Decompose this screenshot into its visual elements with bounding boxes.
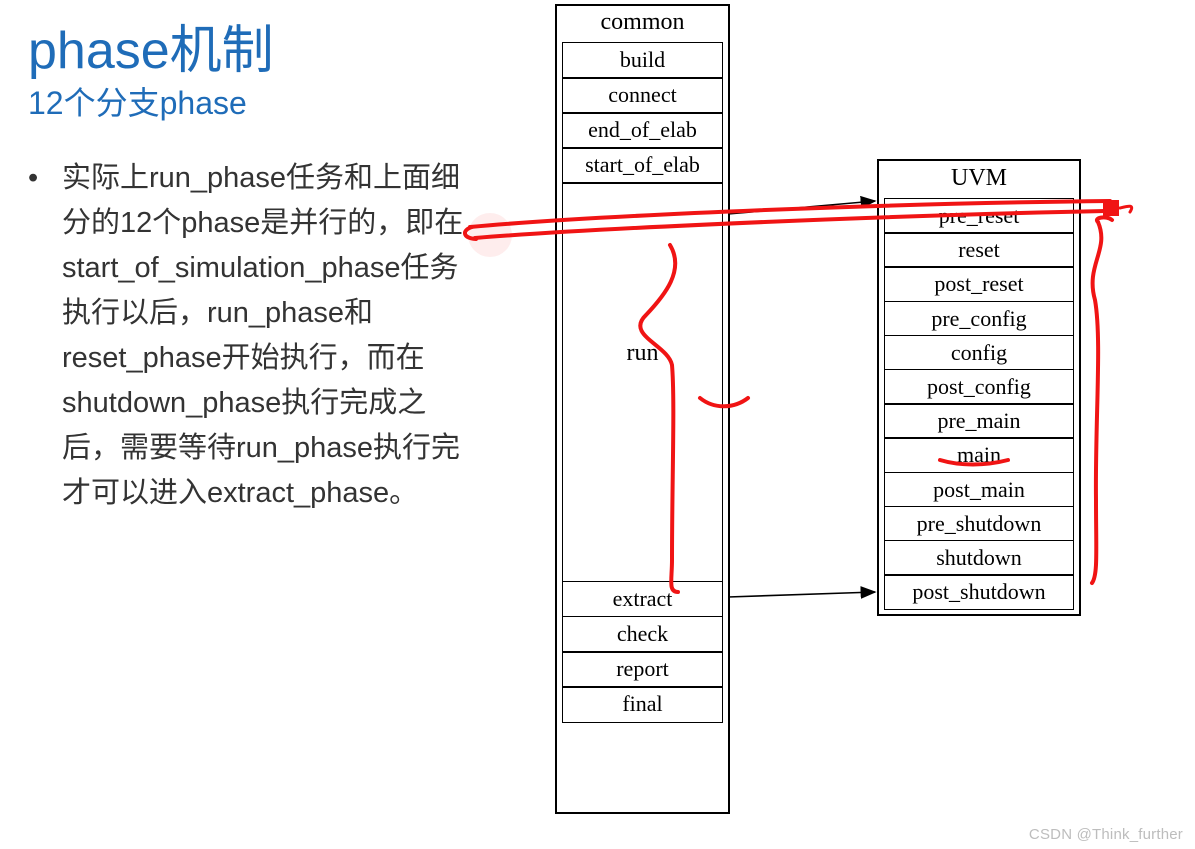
phase-shutdown: shutdown (884, 540, 1074, 576)
phase-pre-reset: pre_reset (884, 198, 1074, 234)
page-title: phase机制 (28, 8, 274, 83)
phase-pre-main: pre_main (884, 403, 1074, 439)
phase-connect: connect (562, 77, 723, 114)
common-phase-box: common build connect end_of_elab start_o… (555, 4, 730, 814)
bullet-text: 实际上run_phase任务和上面细分的12个phase是并行的，即在start… (62, 156, 480, 516)
phase-pre-shutdown: pre_shutdown (884, 506, 1074, 542)
phase-post-main: post_main (884, 472, 1074, 508)
bullet-dot: • (28, 156, 38, 201)
bullet-block: • 实际上run_phase任务和上面细分的12个phase是并行的，即在sta… (30, 156, 480, 516)
phase-check: check (562, 616, 723, 653)
phase-extract: extract (562, 581, 723, 618)
phase-pre-config: pre_config (884, 301, 1074, 337)
phase-diagram: common build connect end_of_elab start_o… (555, 4, 1175, 819)
phase-start-of-elab: start_of_elab (562, 147, 723, 184)
phase-config: config (884, 335, 1074, 371)
phase-report: report (562, 651, 723, 688)
phase-main: main (884, 437, 1074, 473)
phase-post-config: post_config (884, 369, 1074, 405)
uvm-phase-box: UVM pre_reset reset post_reset pre_confi… (877, 159, 1081, 616)
watermark: CSDN @Think_further (1029, 826, 1183, 843)
uvm-header: UVM (879, 161, 1079, 198)
phase-final: final (562, 686, 723, 723)
common-header: common (557, 6, 728, 42)
page-subtitle: 12个分支phase (28, 78, 247, 124)
phase-build: build (562, 42, 723, 79)
phase-end-of-elab: end_of_elab (562, 112, 723, 149)
phase-post-reset: post_reset (884, 266, 1074, 302)
phase-reset: reset (884, 232, 1074, 268)
phase-run: run (562, 182, 723, 582)
phase-post-shutdown: post_shutdown (884, 574, 1074, 610)
